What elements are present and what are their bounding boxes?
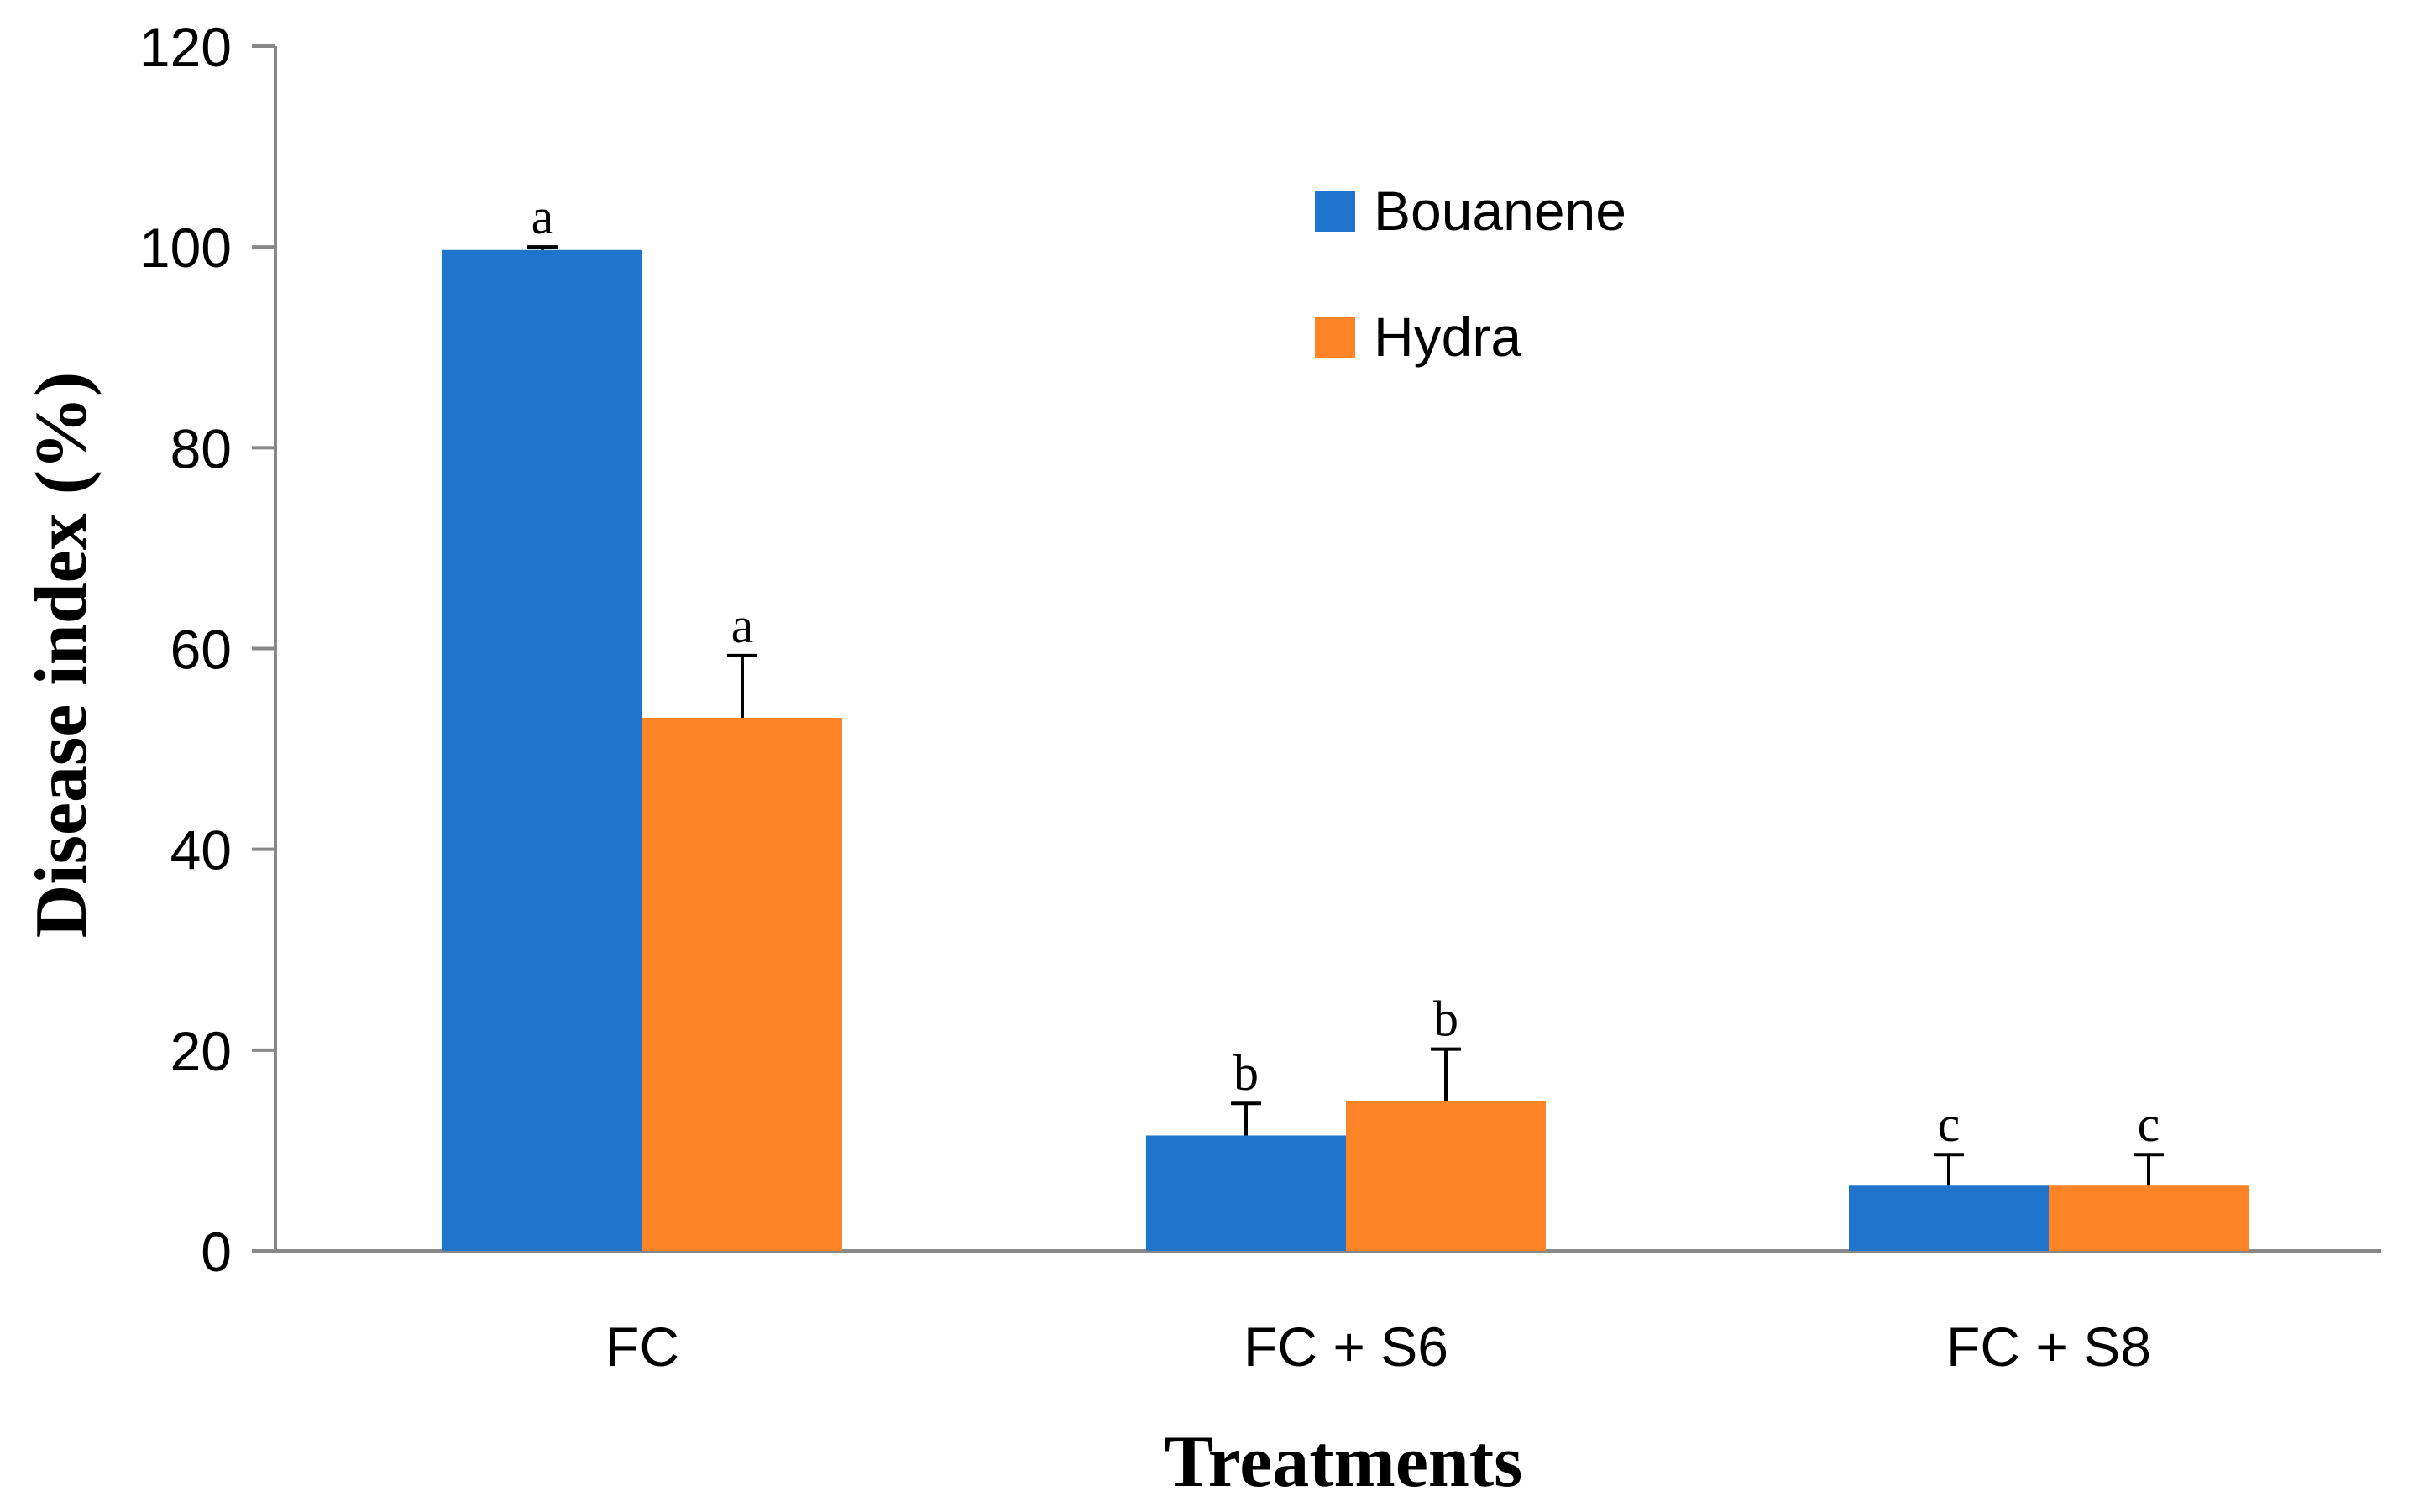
y-tick-label: 80 xyxy=(170,417,232,479)
significance-letters: a b c a b c xyxy=(531,189,2160,1152)
significance-letter: b xyxy=(1433,991,1458,1047)
legend-label-hydra: Hydra xyxy=(1374,306,1521,368)
significance-letter: a xyxy=(531,189,554,244)
significance-letter: b xyxy=(1233,1045,1259,1101)
y-tick-label: 100 xyxy=(139,217,232,279)
y-axis-title: Disease index (%) xyxy=(21,372,102,939)
legend-label-bouanene: Bouanene xyxy=(1374,180,1626,242)
significance-letter: c xyxy=(2138,1096,2160,1152)
significance-letter: a xyxy=(731,598,754,653)
legend-swatch-hydra xyxy=(1315,317,1355,358)
bar-bouanene xyxy=(1849,1185,2049,1251)
x-tick-label: FC xyxy=(605,1316,679,1378)
significance-letter: c xyxy=(1938,1096,1961,1152)
x-tick-label: FC + S6 xyxy=(1244,1316,1448,1378)
y-tick-label: 0 xyxy=(201,1221,232,1283)
legend-swatch-bouanene xyxy=(1315,191,1355,232)
error-bars xyxy=(527,245,2164,1186)
x-axis: FC FC + S6 FC + S8 xyxy=(275,1249,2381,1378)
bar-bouanene xyxy=(442,249,642,1252)
x-tick-label: FC + S8 xyxy=(1946,1316,2151,1378)
legend: Bouanene Hydra xyxy=(1315,180,1626,368)
bar-bouanene xyxy=(1146,1135,1346,1251)
y-tick-label: 20 xyxy=(170,1020,232,1082)
y-tick-label: 60 xyxy=(170,619,232,681)
x-axis-title: Treatments xyxy=(1165,1421,1523,1503)
y-tick-label: 40 xyxy=(170,819,232,882)
y-axis: 0 20 40 60 80 100 120 xyxy=(139,16,277,1283)
bar-hydra xyxy=(642,718,842,1251)
y-tick-label: 120 xyxy=(139,16,232,78)
bar-hydra xyxy=(1346,1101,1546,1251)
bars xyxy=(442,249,2249,1252)
bar-hydra xyxy=(2049,1185,2249,1251)
